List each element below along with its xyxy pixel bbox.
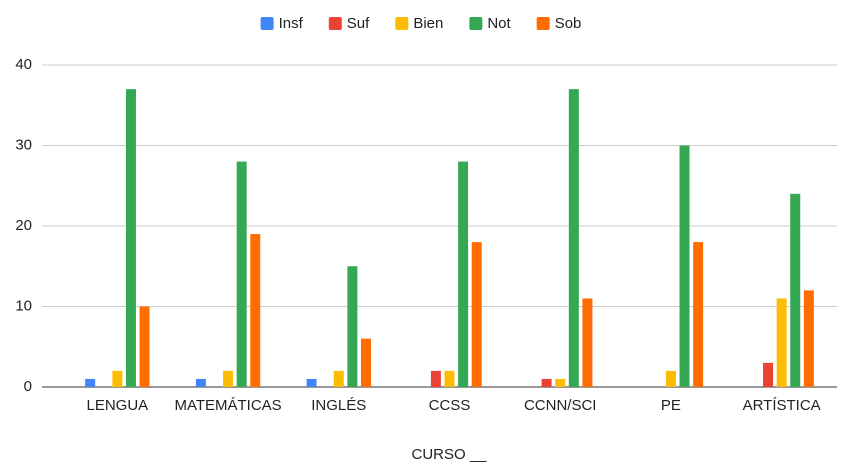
bar	[236, 161, 247, 387]
bar	[541, 378, 552, 387]
legend-label: Bien	[413, 15, 443, 32]
legend-swatch	[536, 17, 550, 30]
bar	[195, 378, 206, 387]
bar	[139, 306, 150, 387]
bar	[555, 378, 566, 387]
bar	[306, 378, 317, 387]
x-axis-title: CURSO __	[411, 446, 487, 463]
bar	[568, 89, 579, 388]
bar	[430, 370, 441, 387]
y-tick-label: 40	[15, 56, 32, 73]
y-tick-label: 20	[15, 217, 32, 234]
bar	[803, 290, 814, 387]
legend-swatch	[469, 17, 483, 30]
x-tick-label: ARTÍSTICA	[743, 397, 821, 414]
legend-label: Insf	[279, 15, 304, 32]
bar	[112, 370, 123, 387]
legend-swatch	[328, 17, 342, 30]
legend-swatch	[260, 17, 274, 30]
x-tick-label: CCNN/SCI	[524, 397, 597, 414]
legend-swatch	[395, 17, 409, 30]
bar	[223, 370, 234, 387]
bar	[444, 370, 455, 387]
x-tick-label: PE	[661, 397, 681, 414]
x-tick-label: CCSS	[429, 397, 471, 414]
y-tick-label: 10	[15, 297, 32, 314]
bar	[347, 266, 358, 387]
bar	[763, 362, 774, 387]
legend-label: Suf	[347, 15, 370, 32]
bar	[458, 161, 469, 387]
bar	[790, 193, 801, 387]
bar	[679, 145, 690, 387]
bar	[250, 234, 261, 387]
x-tick-label: MATEMÁTICAS	[174, 397, 281, 414]
legend-label: Not	[487, 15, 511, 32]
bar	[776, 298, 787, 387]
legend-label: Sob	[555, 15, 582, 32]
y-tick-label: 30	[15, 136, 32, 153]
bar	[693, 242, 704, 387]
bar	[360, 338, 371, 387]
y-tick-label: 0	[24, 378, 32, 395]
bar	[582, 298, 593, 387]
bar	[471, 242, 482, 387]
bar	[85, 378, 96, 387]
bar	[333, 370, 344, 387]
x-tick-label: LENGUA	[87, 397, 149, 414]
bar	[665, 370, 676, 387]
bar	[125, 89, 136, 388]
x-tick-label: INGLÉS	[311, 397, 366, 414]
